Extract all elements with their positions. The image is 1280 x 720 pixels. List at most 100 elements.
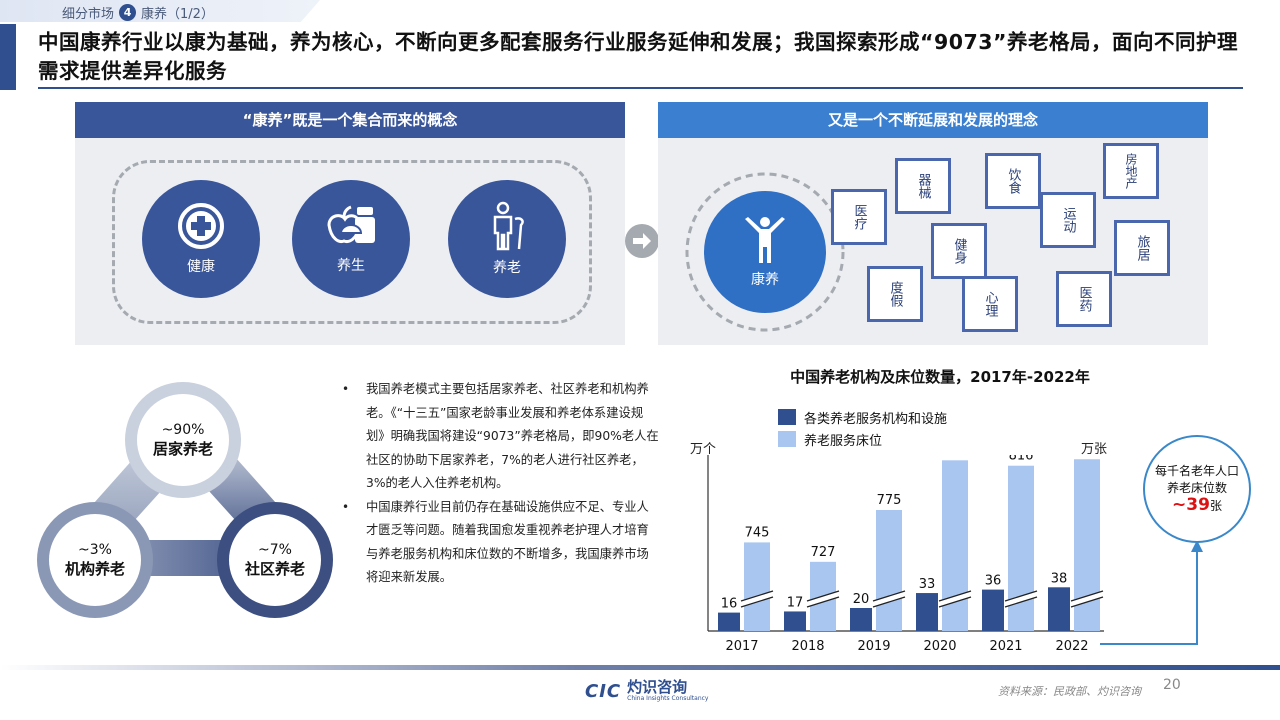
home-care-name: 居家养老 <box>152 439 213 458</box>
home-care-pct: ~90% <box>161 421 205 438</box>
home-care-circle: ~90% 居家养老 <box>137 394 229 486</box>
community-care-name: 社区养老 <box>244 559 305 578</box>
company-logo: CIC 灼识咨询 China Insights Consultancy <box>585 680 708 703</box>
data-label-beds-2017: 745 <box>745 525 770 540</box>
legend-label-beds: 养老服务床位 <box>804 433 883 449</box>
community-care-pct: ~7% <box>258 541 292 558</box>
axis-break-gap-2021 <box>1004 591 1038 607</box>
data-label-institutions-2020: 33 <box>919 577 936 592</box>
health-circle: 健康 <box>142 180 260 298</box>
axis-break-mark-2021 <box>1004 596 1038 608</box>
medical-cross-icon <box>178 203 224 249</box>
elderly-care-label: 养老 <box>493 260 521 276</box>
legend-label-institutions: 各类养老服务机构和设施 <box>804 411 948 427</box>
data-label-institutions-2017: 16 <box>721 597 738 612</box>
axis-break-gap-2020 <box>938 591 972 607</box>
breadcrumb: 细分市场 4 康养（1/2） <box>62 3 214 22</box>
x-tick-label-2022: 2022 <box>1055 639 1088 654</box>
bar-institutions-2017 <box>718 612 740 631</box>
legend-item-beds: 养老服务床位 <box>778 428 947 450</box>
axis-break-mark-2022 <box>1070 596 1104 608</box>
axis-break-mark-2019 <box>872 590 906 602</box>
axis-break-gap-2022 <box>1070 591 1104 607</box>
satellite-medical: 医疗 <box>831 189 887 245</box>
breadcrumb-page: 康养（1/2） <box>141 7 214 22</box>
data-label-institutions-2021: 36 <box>985 574 1002 589</box>
breadcrumb-background <box>0 0 320 22</box>
chart-legend: 各类养老服务机构和设施 养老服务床位 <box>778 406 947 450</box>
breadcrumb-section: 细分市场 <box>62 7 115 22</box>
health-label: 健康 <box>187 259 215 275</box>
bar-chart: 16 745 2017 17 727 2018 20 775 2019 33 821 2020 36 81… <box>707 455 1104 654</box>
bar-institutions-2021 <box>982 589 1004 631</box>
logo-text: 灼识咨询 China Insights Consultancy <box>627 680 708 703</box>
callout-number: 39 <box>1186 495 1210 515</box>
satellite-fitness: 健身 <box>931 223 987 279</box>
data-label-institutions-2022: 38 <box>1051 571 1068 586</box>
bar-institutions-2022 <box>1048 587 1070 631</box>
satellite-residence: 旅居 <box>1114 220 1170 276</box>
right-axis-unit: 万张 <box>1081 442 1108 457</box>
wellness-label: 养生 <box>337 258 365 274</box>
right-panel-header: 又是一个不断延展和发展的理念 <box>658 102 1208 138</box>
logo-chinese: 灼识咨询 <box>627 678 688 696</box>
x-tick-label-2018: 2018 <box>791 639 824 654</box>
institution-care-circle: ~3% 机构养老 <box>49 514 141 606</box>
x-tick-label-2019: 2019 <box>857 639 890 654</box>
satellite-real-estate: 房地产 <box>1103 143 1159 199</box>
satellite-sports: 运动 <box>1040 192 1096 248</box>
elderly-person-icon <box>493 201 524 251</box>
axis-break-mark-2020 <box>938 596 972 608</box>
community-care-circle: ~7% 社区养老 <box>229 514 321 606</box>
axis-break-mark-2018 <box>806 590 840 602</box>
data-label-beds-2018: 727 <box>811 545 836 560</box>
bar-beds-2021 <box>1008 465 1034 631</box>
logo-abbr: CIC <box>585 681 622 702</box>
callout-unit: 张 <box>1209 499 1222 513</box>
institution-care-pct: ~3% <box>78 541 112 558</box>
bar-institutions-2018 <box>784 611 806 631</box>
data-label-beds-2022: 822 <box>1075 455 1100 457</box>
person-arms-up-icon <box>745 217 785 263</box>
legend-swatch-institutions <box>778 409 796 425</box>
kangyang-center-label: 康养 <box>751 272 779 288</box>
page-title: 中国康养行业以康为基础，养为核心，不断向更多配套服务行业服务延伸和发展；我国探索… <box>38 30 1238 83</box>
health-food-icon <box>327 205 375 243</box>
axis-break-mark-2019 <box>872 596 906 608</box>
chart-title: 中国养老机构及床位数量，2017年-2022年 <box>790 368 1090 386</box>
bar-beds-2017 <box>744 542 770 631</box>
bar-beds-2019 <box>876 510 902 631</box>
satellite-pharma: 医药 <box>1056 271 1112 327</box>
bar-institutions-2019 <box>850 608 872 631</box>
title-divider <box>38 87 1243 89</box>
data-label-beds-2020: 821 <box>943 455 968 458</box>
left-panel-header: “康养”既是一个集合而来的概念 <box>75 102 625 138</box>
page-number: 20 <box>1163 677 1181 693</box>
callout-connector <box>1100 540 1203 645</box>
satellite-psychology: 心理 <box>962 276 1018 332</box>
axis-break-gap-2019 <box>872 591 906 607</box>
bullet-item: 中国康养行业目前仍存在基础设施供应不足、专业人才匮乏等问题。随着我国愈发重视养老… <box>340 496 660 590</box>
satellite-vacation: 度假 <box>867 266 923 322</box>
axis-break-mark-2017 <box>740 590 774 602</box>
data-label-institutions-2019: 20 <box>853 592 870 607</box>
arrow-right-icon <box>625 224 659 258</box>
x-tick-label-2021: 2021 <box>989 639 1022 654</box>
beds-per-thousand-callout: 每千名老年人口养老床位数~39张 <box>1143 435 1251 543</box>
axis-break-mark-2018 <box>806 596 840 608</box>
source-note: 资料来源：民政部、灼识咨询 <box>998 685 1141 698</box>
legend-item-institutions: 各类养老服务机构和设施 <box>778 406 947 428</box>
axis-break-mark-2017 <box>740 596 774 608</box>
satellite-equipment: 器械 <box>895 158 951 214</box>
bullet-item: 我国养老模式主要包括居家养老、社区养老和机构养老。《“十三五”国家老龄事业发展和… <box>340 378 660 496</box>
bar-institutions-2020 <box>916 593 938 631</box>
satellite-diet: 饮食 <box>985 153 1041 209</box>
data-label-institutions-2018: 17 <box>787 595 804 610</box>
footer-bar <box>0 665 1280 670</box>
breadcrumb-number: 4 <box>119 4 137 21</box>
callout-text: 每千名老年人口养老床位数~39张 <box>1153 463 1241 515</box>
callout-label: 每千名老年人口养老床位数 <box>1154 464 1239 495</box>
x-tick-label-2020: 2020 <box>923 639 956 654</box>
concept-dashed-box <box>112 160 592 324</box>
wellness-circle: 养生 <box>292 180 410 298</box>
